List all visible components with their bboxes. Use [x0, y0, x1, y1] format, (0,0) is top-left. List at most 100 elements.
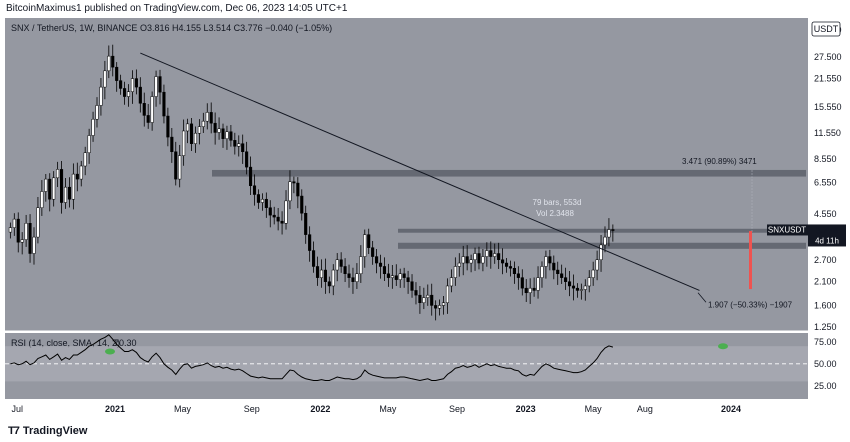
- candle-bull: [83, 152, 87, 167]
- candle-bull: [225, 131, 229, 139]
- candle-bull: [390, 275, 394, 278]
- candle-bear: [497, 253, 501, 261]
- rsi-overbought-marker: [105, 348, 115, 355]
- currency-label: USDT: [814, 24, 839, 34]
- candle-bear: [209, 112, 213, 124]
- tradingview-brand[interactable]: T7 TradingView: [8, 425, 87, 437]
- candle-bull: [288, 181, 292, 202]
- candle-bear: [410, 281, 414, 291]
- candle-bull: [52, 177, 56, 200]
- candle-bear: [138, 86, 142, 104]
- candle-bear: [312, 250, 316, 267]
- ohlc-readout: O3.816 H4.155 L3.514 C3.776 −0.040 (−1.0…: [140, 23, 332, 33]
- candle-bull: [473, 253, 477, 261]
- candle-bear: [382, 266, 387, 275]
- tradingview-logo-icon: T7: [8, 425, 20, 437]
- candle-bull: [182, 130, 186, 156]
- candle-bear: [256, 194, 261, 203]
- candle-bull: [103, 70, 107, 88]
- candle-bull: [587, 277, 591, 287]
- candle-bull: [453, 266, 457, 278]
- time-tick-label: 2023: [516, 404, 536, 414]
- candle-bull: [398, 273, 402, 280]
- candle-bull: [544, 256, 548, 267]
- candle-bull: [485, 250, 489, 257]
- candle-bull: [595, 259, 599, 271]
- price-tick-label: 8.550: [814, 154, 837, 164]
- candle-bear: [115, 66, 119, 81]
- measure-up-label: 3.471 (90.89%) 3471: [682, 157, 757, 166]
- time-tick-label: 2021: [105, 404, 125, 414]
- candle-bear: [268, 207, 272, 216]
- candle-bull: [331, 269, 335, 287]
- candle-bull: [126, 91, 131, 97]
- candle-bear: [489, 250, 493, 257]
- currency-badge[interactable]: [811, 21, 841, 37]
- candle-bear: [520, 277, 524, 289]
- candle-bear: [123, 88, 127, 97]
- candle-bear: [512, 267, 516, 275]
- candle-bear: [516, 273, 520, 278]
- rsi-line: [10, 334, 614, 382]
- candle-bear: [170, 136, 174, 153]
- candle-bear: [189, 123, 194, 144]
- candle-bull: [319, 269, 324, 278]
- candle-bear: [308, 234, 312, 251]
- rsi-marker-value: 70.30: [114, 338, 137, 348]
- candle-bear: [28, 223, 32, 254]
- rsi-tick-label: 25.00: [814, 381, 837, 391]
- price-tick-label: 1.600: [814, 300, 837, 310]
- candle-bear: [252, 185, 257, 195]
- candle-bull: [363, 234, 367, 257]
- candle-bear: [477, 253, 481, 264]
- candle-bear: [532, 287, 536, 291]
- candle-bear: [552, 262, 556, 271]
- candle-bear: [327, 281, 331, 287]
- candle-bull: [217, 128, 221, 133]
- candle-bear: [162, 91, 166, 117]
- candle-bear: [418, 294, 422, 304]
- candle-bear: [272, 214, 276, 218]
- candle-bull: [493, 253, 497, 257]
- candle-bull: [591, 269, 595, 278]
- candle-bear: [111, 55, 115, 68]
- candle-bear: [142, 103, 146, 116]
- candle-bull: [24, 223, 28, 240]
- candle-bear: [315, 266, 320, 278]
- price-axis-area: [808, 18, 846, 399]
- candle-bear: [430, 294, 434, 306]
- candle-bear: [386, 273, 390, 278]
- candle-bear: [245, 151, 249, 168]
- price-tick-label: 4.550: [814, 209, 837, 219]
- candle-bull: [56, 169, 60, 179]
- candle-bear: [575, 287, 579, 291]
- candle-bull: [40, 191, 44, 208]
- candle-bear: [233, 140, 237, 147]
- candle-bear: [339, 259, 343, 267]
- last-price-value: 3.776: [816, 225, 839, 235]
- price-tick-label: 11.550: [814, 128, 841, 138]
- candle-bear: [406, 277, 410, 282]
- candle-bull: [438, 305, 442, 309]
- candle-bear: [296, 182, 300, 197]
- candle-bear: [414, 290, 418, 296]
- symbol-title: SNX / TetherUS, 1W, BINANCE: [11, 23, 137, 33]
- candle-bull: [32, 236, 36, 254]
- measure-down-leader: [697, 292, 707, 303]
- candle-bull: [426, 294, 430, 298]
- time-tick-label: Jul: [11, 404, 23, 414]
- candle-bear: [351, 277, 355, 282]
- candlestick-series: [8, 44, 615, 321]
- candle-bull: [201, 120, 205, 127]
- candle-bull: [36, 207, 40, 238]
- candle-bull: [178, 155, 182, 180]
- candle-bear: [229, 131, 233, 141]
- candle-bull: [154, 76, 158, 97]
- price-tick-label: 1.250: [814, 322, 837, 332]
- candle-bull: [355, 273, 359, 282]
- publisher-credit: BitcoinMaximus1 published on TradingView…: [6, 3, 348, 14]
- candle-bull: [130, 78, 134, 92]
- candle-bear: [249, 166, 253, 187]
- time-tick-label: May: [585, 404, 603, 414]
